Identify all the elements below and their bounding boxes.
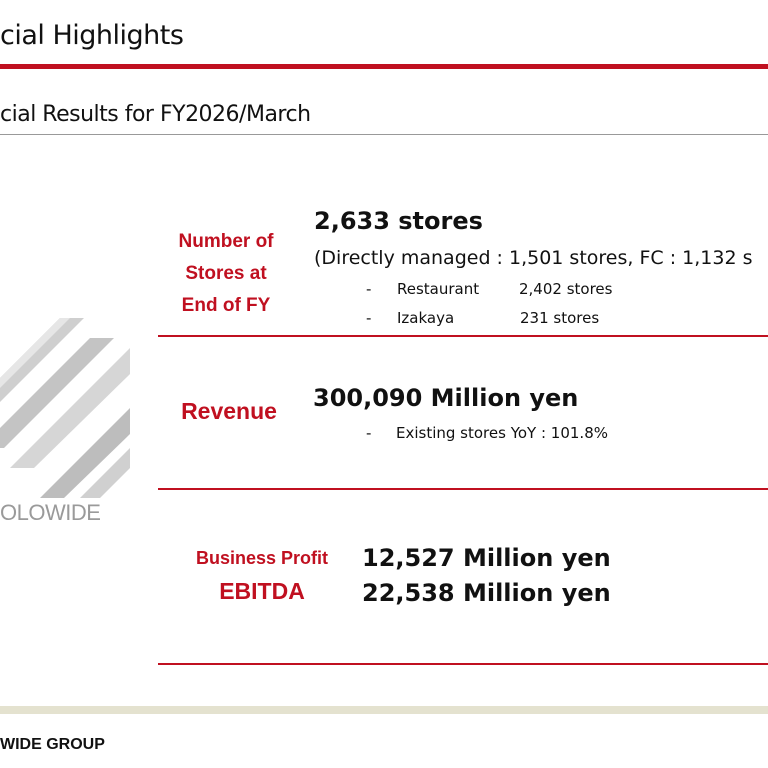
row-divider <box>158 488 768 490</box>
izakaya-name: Izakaya <box>397 309 455 327</box>
stores-label-line: Number of <box>178 231 274 252</box>
bullet-dash: - <box>366 280 372 298</box>
existing-stores-yoy: Existing stores YoY : 101.8% <box>396 424 608 442</box>
company-logo <box>0 318 140 538</box>
stores-label-line: End of FY <box>181 295 271 316</box>
stores-breakdown: (Directly managed : 1,501 stores, FC : 1… <box>314 247 753 269</box>
subtitle-divider <box>0 134 768 135</box>
bullet-dash: - <box>366 424 372 442</box>
revenue-label: Revenue <box>181 398 277 424</box>
izakaya-stores: 231 stores <box>520 309 600 327</box>
restaurant-name: Restaurant <box>397 280 480 298</box>
stores-total: 2,633 stores <box>314 207 483 235</box>
page-title: cial Highlights <box>0 20 184 51</box>
business-profit-value: 12,527 Million yen <box>362 544 611 572</box>
business-profit-label: Business Profit <box>195 548 329 568</box>
page-subtitle: cial Results for FY2026/March <box>0 102 311 127</box>
logo-wordmark: OLOWIDE <box>0 500 101 525</box>
footer-band <box>0 706 768 714</box>
restaurant-stores: 2,402 stores <box>519 280 613 298</box>
stores-label-line: Stores at <box>185 263 267 284</box>
footer-company: WIDE GROUP <box>0 736 105 753</box>
row-divider <box>158 335 768 337</box>
logo-mark-icon <box>0 318 130 498</box>
ebitda-label: EBITDA <box>219 578 305 604</box>
stores-label: Number of Stores at End of FY <box>160 226 292 322</box>
title-divider <box>0 64 768 69</box>
revenue-value: 300,090 Million yen <box>313 384 579 412</box>
ebitda-value: 22,538 Million yen <box>362 579 611 607</box>
row-divider <box>158 663 768 665</box>
bullet-dash: - <box>366 309 372 327</box>
